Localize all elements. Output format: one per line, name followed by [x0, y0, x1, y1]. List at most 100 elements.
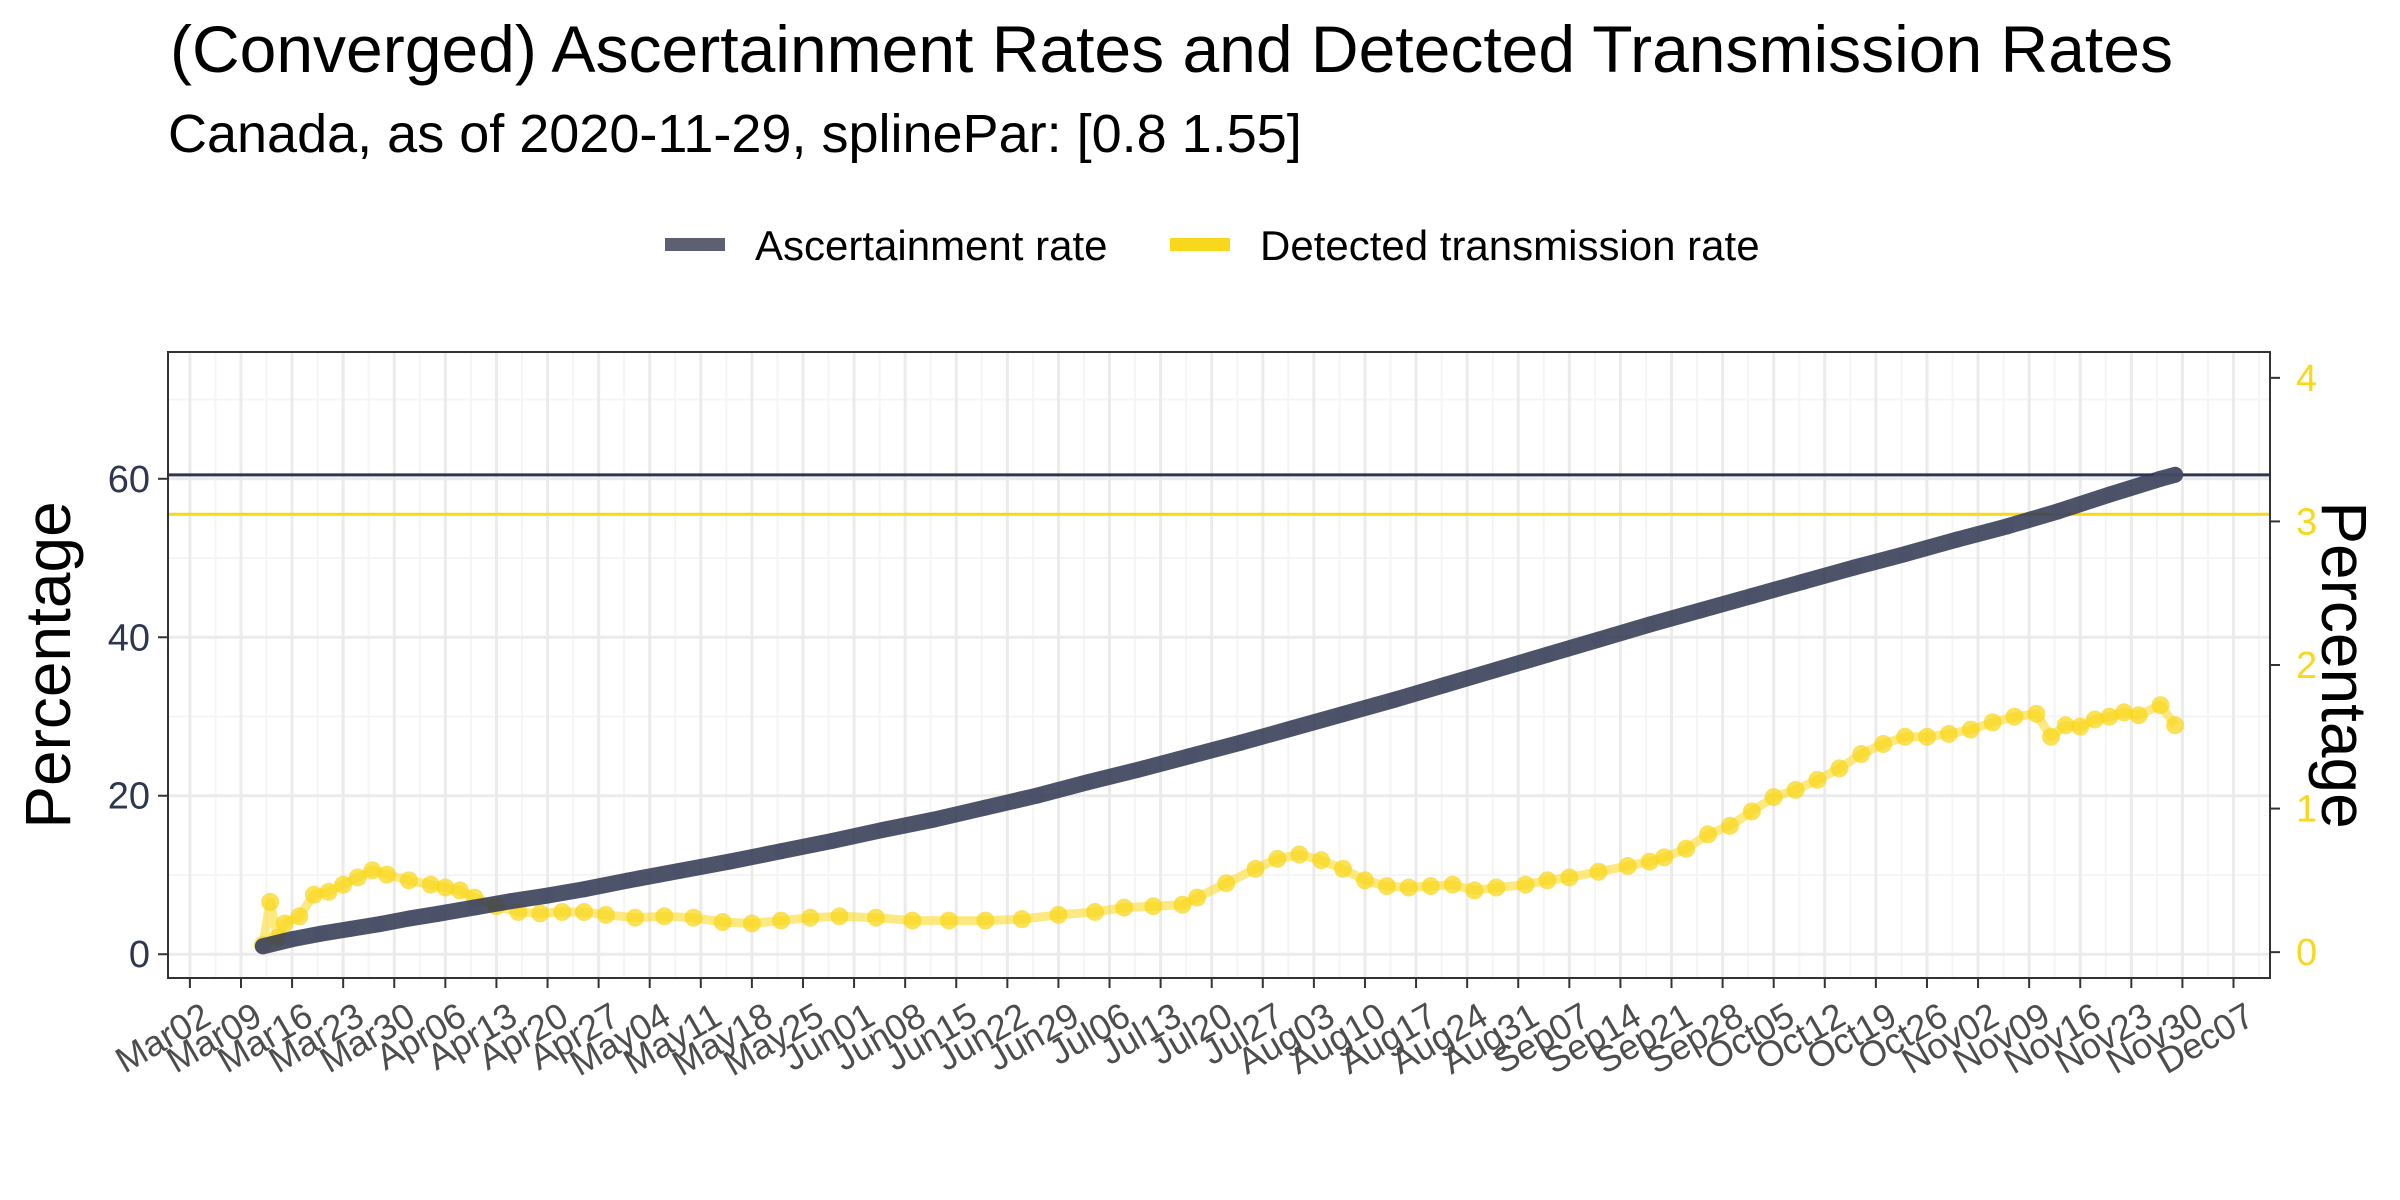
transmission-point [976, 911, 995, 930]
transmission-point [1538, 871, 1557, 890]
transmission-point [626, 908, 645, 927]
ascertainment-point [1999, 518, 2016, 535]
reference-lines [168, 473, 2270, 516]
transmission-point [2042, 727, 2061, 746]
transmission-point [2085, 710, 2104, 729]
ascertainment-point [1897, 546, 1914, 563]
x-axis: Mar02Mar09Mar16Mar23Mar30Apr06Apr13Apr20… [108, 978, 2261, 1084]
legend-label-transmission: Detected transmission rate [1260, 222, 1760, 269]
ascertainment-point [1539, 646, 1556, 663]
transmission-point [1742, 802, 1761, 821]
y-right-tick-label: 2 [2296, 645, 2317, 687]
transmission-point [261, 892, 280, 911]
y-axis-right: 0 1 2 3 4 [2270, 358, 2317, 974]
transmission-point [1516, 875, 1535, 894]
ascertainment-point [824, 832, 841, 849]
chart-subtitle: Canada, as of 2020-11-29, splinePar: [0.… [168, 104, 1302, 164]
legend-key-transmission [1170, 238, 1230, 251]
ascertainment-point [1692, 602, 1709, 619]
ascertainment-point [400, 910, 417, 927]
transmission-point [1699, 825, 1718, 844]
transmission-point [1896, 727, 1915, 746]
transmission-point [1246, 859, 1265, 878]
transmission-point [596, 905, 615, 924]
transmission-point [2027, 704, 2046, 723]
ascertainment-point [342, 920, 359, 937]
transmission-point [1655, 848, 1674, 867]
transmission-point [421, 875, 440, 894]
ascertainment-point [1948, 531, 1965, 548]
legend: Ascertainment rate Detected transmission… [665, 222, 1760, 269]
ascertainment-point [1283, 720, 1300, 737]
transmission-point [1618, 857, 1637, 876]
ascertainment-point [1743, 588, 1760, 605]
y-left-tick-label: 60 [108, 459, 150, 501]
transmission-point [348, 868, 367, 887]
transmission-point [1786, 780, 1805, 799]
transmission-point [1764, 788, 1783, 807]
ascertainment-point [1590, 631, 1607, 648]
ascertainment-point [773, 843, 790, 860]
transmission-point [1173, 895, 1192, 914]
ascertainment-point [1181, 748, 1198, 765]
transmission-point [772, 911, 791, 930]
transmission-point [684, 908, 703, 927]
y-left-tick-label: 0 [129, 934, 150, 976]
transmission-point [1115, 898, 1134, 917]
transmission-point [1085, 902, 1104, 921]
transmission-point [2005, 707, 2024, 726]
transmission-point [2100, 707, 2119, 726]
ascertainment-point [670, 863, 687, 880]
ascertainment-point [619, 872, 636, 889]
transmission-point [334, 875, 353, 894]
transmission-point [1377, 877, 1396, 896]
transmission-point [363, 861, 382, 880]
y-right-tick-label: 0 [2296, 932, 2317, 974]
ascertainment-point [1335, 706, 1352, 723]
legend-key-ascertainment [665, 238, 725, 251]
ascertainment-point [313, 925, 330, 942]
transmission-point [2151, 696, 2170, 715]
ascertainment-point [466, 899, 483, 916]
y-right-tick-label: 3 [2296, 501, 2317, 543]
transmission-point [1874, 734, 1893, 753]
transmission-point [903, 911, 922, 930]
transmission-point [1640, 852, 1659, 871]
ascertainment-point [2101, 486, 2118, 503]
transmission-point [713, 913, 732, 932]
y-axis-right-title: Percentage [2308, 501, 2380, 828]
ascertainment-point [875, 821, 892, 838]
y-axis-left-title: Percentage [12, 501, 84, 828]
transmission-point [1830, 759, 1849, 778]
ascertainment-point [1488, 661, 1505, 678]
transmission-point [436, 878, 455, 897]
ascertainment-point [1386, 691, 1403, 708]
transmission-point [2129, 706, 2148, 725]
ascertainment-point [576, 881, 593, 898]
ascertainment-point [1079, 774, 1096, 791]
ascertainment-point [284, 931, 301, 948]
transmission-point [655, 907, 674, 926]
ascertainment-point [1130, 761, 1147, 778]
ascertainment-point [2152, 470, 2169, 487]
ascertainment-point [977, 799, 994, 816]
transmission-point [1188, 888, 1207, 907]
transmission-point [2056, 716, 2075, 735]
ascertainment-point [539, 887, 556, 904]
transmission-point [1961, 720, 1980, 739]
ascertainment-point [1028, 787, 1045, 804]
transmission-point [1939, 724, 1958, 743]
transmission-point [1144, 897, 1163, 916]
transmission-point [1421, 877, 1440, 896]
ascertainment-point [2167, 466, 2184, 483]
ascertainment-point [371, 916, 388, 933]
transmission-point [1465, 881, 1484, 900]
transmission-point [377, 865, 396, 884]
transmission-point [1677, 839, 1696, 858]
ascertainment-point [1845, 559, 1862, 576]
transmission-point [1852, 745, 1871, 764]
ascertainment-point [1641, 616, 1658, 633]
transmission-point [1720, 816, 1739, 835]
ascertainment-point [1437, 676, 1454, 693]
transmission-point [1012, 910, 1031, 929]
